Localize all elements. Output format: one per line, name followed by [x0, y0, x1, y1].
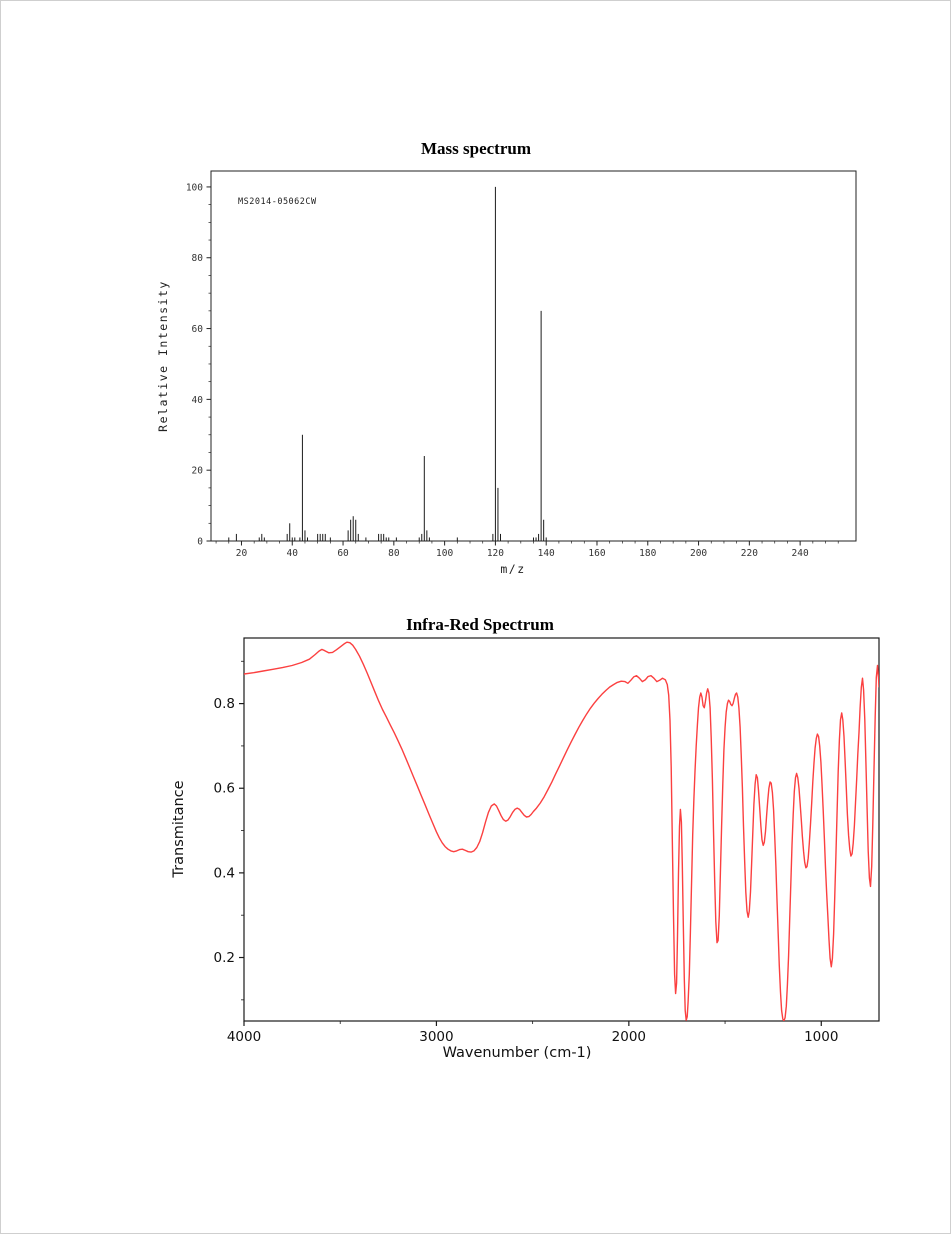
ms-y-tick-label: 0 — [197, 537, 203, 548]
ms-y-tick-label: 80 — [192, 253, 204, 264]
mass-spectrum-title: Mass spectrum — [421, 139, 531, 158]
ms-x-tick-label: 80 — [388, 548, 400, 559]
ir-x-tick-label: 2000 — [612, 1029, 646, 1045]
ir-y-tick-label: 0.4 — [214, 865, 235, 881]
mass-spectrum-x-axis-label: m/z — [500, 562, 525, 576]
ms-x-tick-label: 240 — [792, 548, 809, 559]
ms-x-tick-label: 140 — [538, 548, 555, 559]
ms-y-tick-label: 60 — [192, 324, 204, 335]
ir-spectrum-title: Infra-Red Spectrum — [406, 615, 554, 634]
ir-y-tick-label: 0.6 — [214, 781, 235, 797]
ms-x-tick-label: 60 — [337, 548, 349, 559]
ir-spectrum-plot: 4000 3000 2000 1000 0.2 0.4 0.6 0.8 — [214, 637, 880, 1045]
ms-y-tick-label: 20 — [192, 466, 204, 477]
ir-x-tick-label: 3000 — [419, 1029, 453, 1045]
ms-y-tick-label: 40 — [192, 395, 204, 406]
ms-x-tick-label: 100 — [436, 548, 453, 559]
ms-x-tick-label: 160 — [588, 548, 605, 559]
ir-x-tick-label: 4000 — [227, 1029, 261, 1045]
ms-x-tick-label: 200 — [690, 548, 707, 559]
ir-spectrum-x-axis-label: Wavenumber (cm-1) — [443, 1045, 592, 1061]
ms-x-tick-label: 40 — [287, 548, 299, 559]
ms-x-tick-label: 120 — [487, 548, 504, 559]
ms-y-tick-label: 100 — [186, 182, 203, 193]
ms-x-tick-label: 20 — [236, 548, 248, 559]
mass-spectrum-y-axis-label: Relative Intensity — [156, 280, 170, 432]
ir-spectrum-y-axis-label: Transmitance — [171, 780, 187, 878]
ir-y-tick-label: 0.8 — [214, 696, 235, 712]
ir-plot-frame — [243, 637, 880, 1022]
ir-y-tick-label: 0.2 — [214, 950, 235, 966]
mass-spectrum-annotation: MS2014-05062CW — [238, 197, 317, 207]
ir-x-tick-label: 1000 — [804, 1029, 838, 1045]
ir-curve — [244, 641, 879, 1021]
ms-x-tick-label: 220 — [741, 548, 758, 559]
mass-spectrum-plot: 20 40 60 80 100 120 140 160 180 200 220 240 0 20 40 60 8… — [186, 170, 857, 559]
ms-x-tick-label: 180 — [639, 548, 656, 559]
ms-plot-frame — [210, 170, 857, 542]
